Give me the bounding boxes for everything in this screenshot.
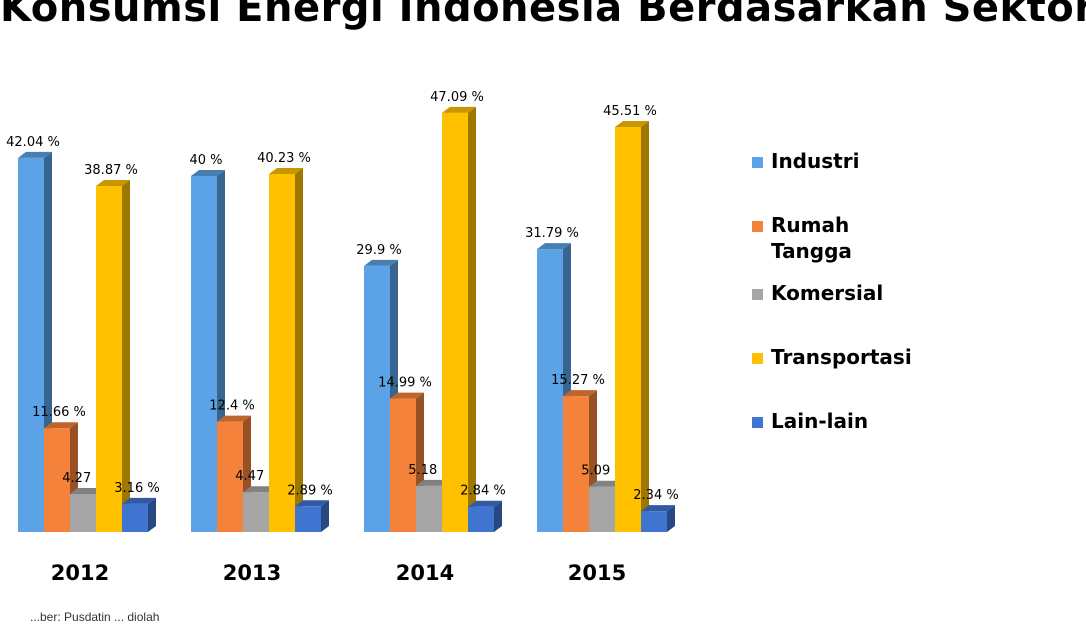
data-label-lain-lain-2015: 2.34 % — [633, 488, 678, 503]
category-label-2015: 2015 — [568, 561, 626, 585]
legend-swatch-transportasi — [752, 353, 763, 364]
chart-title: Konsumsi Energi Indonesia Berdasarkan Se… — [0, 0, 1086, 31]
data-label-transportasi-2014: 47.09 % — [430, 90, 484, 105]
legend-item-transportasi: Transportasi — [752, 344, 931, 370]
legend-label-industri: Industri — [771, 149, 860, 173]
bar-lain-lain-2014 — [468, 500, 502, 532]
legend-item-industri: Industri — [752, 148, 931, 174]
data-label-lain-lain-2014: 2.84 % — [460, 484, 505, 499]
legend-swatch-rumah-tangga — [752, 221, 763, 232]
bar-transportasi-2015 — [615, 120, 649, 532]
bar-transportasi-2012 — [96, 180, 130, 532]
data-label-rumah-tangga-2012: 11.66 % — [32, 405, 86, 420]
legend-item-lain-lain: Lain-lain — [752, 408, 931, 434]
legend-item-komersial: Komersial — [752, 280, 931, 306]
data-label-rumah-tangga-2014: 14.99 % — [378, 376, 432, 391]
category-label-2012: 2012 — [51, 561, 109, 585]
category-label-2014: 2014 — [396, 561, 454, 585]
legend-label-komersial: Komersial — [771, 281, 884, 305]
bar-group-2015: 31.79 %15.27 %5.09 %45.51 %2.34 % — [525, 104, 679, 532]
bar-group-2012: 42.04 %11.66 %4.27 %38.87 %3.16 % — [6, 135, 160, 532]
bar-lain-lain-2013 — [295, 500, 329, 532]
bar-industri-2014 — [364, 259, 398, 532]
category-label-2013: 2013 — [223, 561, 281, 585]
data-label-transportasi-2015: 45.51 % — [603, 104, 657, 119]
legend-swatch-industri — [752, 157, 763, 168]
bar-transportasi-2014 — [442, 106, 476, 533]
bar-rumah-tangga-2012 — [44, 422, 78, 532]
legend-label-lain-lain: Lain-lain — [771, 409, 869, 433]
data-label-transportasi-2013: 40.23 % — [257, 151, 311, 166]
data-label-transportasi-2012: 38.87 % — [84, 163, 138, 178]
data-label-industri-2014: 29.9 % — [356, 243, 401, 258]
data-label-lain-lain-2013: 2.89 % — [287, 483, 332, 498]
bar-transportasi-2013 — [269, 167, 303, 532]
bar-industri-2013 — [191, 170, 225, 532]
data-label-lain-lain-2012: 3.16 % — [114, 481, 159, 496]
legend-swatch-lain-lain — [752, 417, 763, 428]
bar-komersial-2014 — [416, 479, 450, 532]
legend-item-rumah-tangga: Rumah Tangga — [752, 212, 931, 264]
legend-label-transportasi: Transportasi — [771, 345, 912, 369]
legend-swatch-komersial — [752, 289, 763, 300]
bar-group-2014: 29.9 %14.99 %5.18 %47.09 %2.84 % — [356, 90, 506, 533]
bar-group-2013: 40 %12.4 %4.47 %40.23 %2.89 % — [189, 151, 333, 532]
data-label-rumah-tangga-2013: 12.4 % — [209, 399, 254, 414]
data-label-industri-2012: 42.04 % — [6, 135, 60, 150]
source-note: ...ber: Pusdatin ... diolah — [30, 610, 160, 624]
data-label-industri-2013: 40 % — [189, 153, 222, 168]
bar-lain-lain-2012 — [122, 497, 156, 532]
bar-lain-lain-2015 — [641, 505, 675, 532]
data-label-industri-2015: 31.79 % — [525, 226, 579, 241]
data-label-rumah-tangga-2015: 15.27 % — [551, 373, 605, 388]
legend-label-rumah-tangga: Rumah Tangga — [771, 213, 852, 263]
